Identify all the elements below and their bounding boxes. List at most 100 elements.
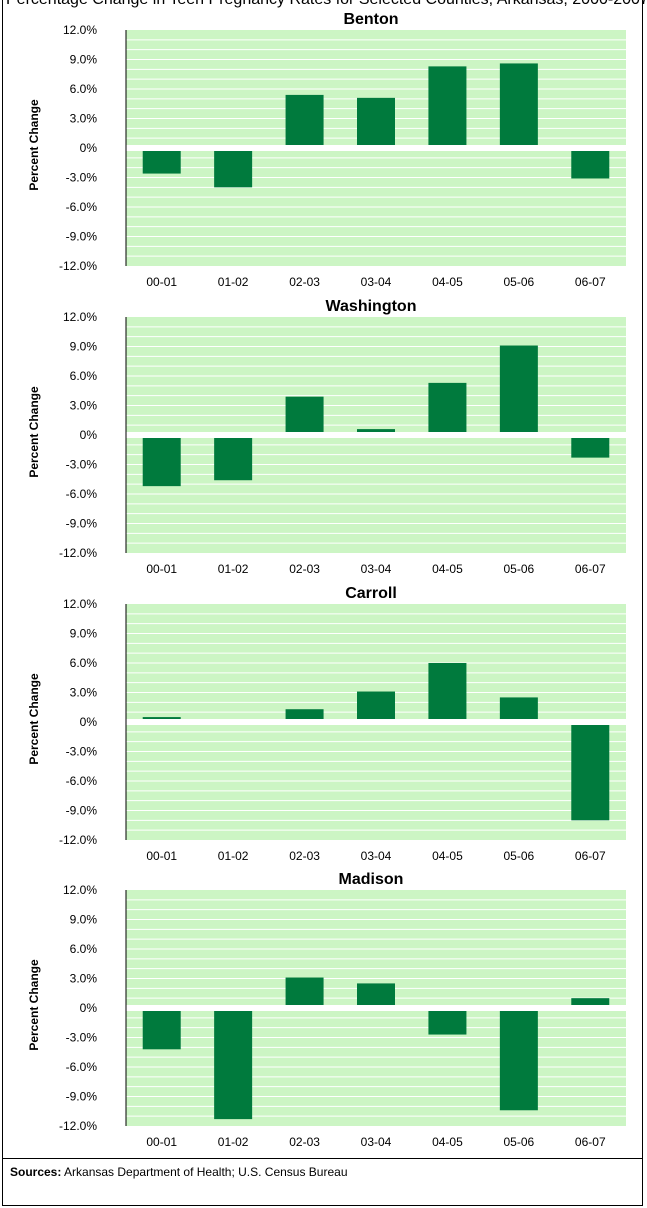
x-tick-label: 04-05 [432, 275, 463, 289]
y-tick-label: 6.0% [70, 369, 98, 383]
y-tick-label: 12.0% [63, 883, 97, 897]
chart-title: Madison [339, 871, 404, 888]
y-tick-label: -6.0% [66, 200, 98, 214]
y-tick-label: 0% [80, 1001, 98, 1015]
x-tick-label: 06-07 [575, 562, 606, 576]
y-tick-label: 6.0% [70, 656, 98, 670]
x-tick-label: 06-07 [575, 1135, 606, 1149]
bar-05-06 [499, 1011, 538, 1111]
sources-footer: Sources: Arkansas Department of Health; … [10, 1165, 348, 1179]
bar-02-03 [285, 977, 324, 1005]
bar-04-05 [428, 382, 467, 432]
bar-05-06 [499, 345, 538, 432]
x-tick-label: 02-03 [289, 275, 320, 289]
x-tick-label: 02-03 [289, 849, 320, 863]
bar-06-07 [571, 998, 610, 1005]
y-tick-label: 6.0% [70, 942, 98, 956]
sources-label: Sources: [10, 1165, 62, 1179]
y-tick-label: -6.0% [66, 487, 98, 501]
y-tick-label: -12.0% [59, 833, 97, 847]
bar-00-01 [142, 151, 181, 174]
x-tick-label: 02-03 [289, 1135, 320, 1149]
bar-04-05 [428, 1011, 467, 1035]
x-tick-label: 00-01 [146, 849, 177, 863]
zero-line [126, 719, 626, 725]
x-tick-label: 06-07 [575, 275, 606, 289]
chart-title: Benton [343, 11, 398, 28]
y-axis-label: Percent Change [27, 959, 41, 1051]
zero-line [126, 432, 626, 438]
sources-text: Arkansas Department of Health; U.S. Cens… [64, 1165, 348, 1179]
x-tick-label: 01-02 [218, 1135, 249, 1149]
y-tick-label: -6.0% [66, 774, 98, 788]
x-tick-label: 04-05 [432, 849, 463, 863]
bar-02-03 [285, 396, 324, 432]
bar-01-02 [214, 1011, 253, 1120]
y-tick-label: 12.0% [63, 310, 97, 324]
x-tick-label: 05-06 [504, 849, 535, 863]
chart-panel-madison: 00-01 01-02 02-03 03-04 04-05 05-06 06-07 12.0%… [27, 871, 626, 1149]
header-title: Percentage Change in Teen Pregnancy Rate… [6, 0, 647, 9]
y-tick-label: -9.0% [66, 230, 98, 244]
x-tick-label: 04-05 [432, 562, 463, 576]
y-axis-label: Percent Change [27, 99, 41, 191]
bar-03-04 [357, 983, 395, 1005]
y-tick-label: -3.0% [66, 1031, 98, 1045]
bar-06-07 [571, 438, 610, 458]
x-tick-label: 00-01 [146, 562, 177, 576]
bar-02-03 [285, 709, 324, 719]
x-tick-label: 05-06 [504, 275, 535, 289]
x-tick-label: 01-02 [218, 275, 249, 289]
bar-01-02 [214, 151, 253, 188]
y-tick-label: 0% [80, 715, 98, 729]
header-title-clip: Percentage Change in Teen Pregnancy Rate… [0, 0, 647, 9]
bar-00-01 [142, 438, 181, 487]
y-tick-label: -3.0% [66, 458, 98, 472]
y-tick-label: 9.0% [70, 340, 98, 354]
bar-06-07 [571, 151, 610, 179]
y-tick-label: 3.0% [70, 112, 98, 126]
y-tick-label: -9.0% [66, 804, 98, 818]
y-tick-label: 6.0% [70, 82, 98, 96]
bar-01-02 [214, 438, 253, 481]
y-tick-label: -3.0% [66, 745, 98, 759]
bar-06-07 [571, 725, 610, 821]
y-tick-label: 3.0% [70, 972, 98, 986]
chart-panel-washington: 00-01 01-02 02-03 03-04 04-05 05-06 06-07 12.0%… [27, 298, 626, 576]
bar-03-04 [357, 691, 395, 719]
y-tick-label: 3.0% [70, 399, 98, 413]
y-axis-label: Percent Change [27, 673, 41, 765]
y-tick-label: -9.0% [66, 517, 98, 531]
x-tick-label: 00-01 [146, 1135, 177, 1149]
bar-04-05 [428, 663, 467, 719]
bar-04-05 [428, 66, 467, 145]
bar-02-03 [285, 94, 324, 145]
y-tick-label: 12.0% [63, 597, 97, 611]
x-tick-label: 05-06 [504, 562, 535, 576]
x-tick-label: 01-02 [218, 562, 249, 576]
x-tick-label: 00-01 [146, 275, 177, 289]
y-tick-label: -12.0% [59, 259, 97, 273]
x-tick-label: 03-04 [361, 849, 392, 863]
bar-03-04 [357, 429, 395, 432]
footer-divider [2, 1158, 643, 1159]
x-tick-label: 03-04 [361, 562, 392, 576]
x-tick-label: 05-06 [504, 1135, 535, 1149]
y-tick-label: 0% [80, 141, 98, 155]
y-tick-label: 0% [80, 428, 98, 442]
x-tick-label: 01-02 [218, 849, 249, 863]
y-axis-label: Percent Change [27, 386, 41, 478]
bar-00-01 [142, 717, 181, 719]
y-tick-label: -3.0% [66, 171, 98, 185]
chart-title: Carroll [345, 585, 397, 602]
bar-00-01 [142, 1011, 181, 1050]
x-tick-label: 06-07 [575, 849, 606, 863]
bar-05-06 [499, 63, 538, 145]
chart-title: Washington [326, 298, 417, 315]
zero-line [126, 145, 626, 151]
x-tick-label: 04-05 [432, 1135, 463, 1149]
chart-panel-benton: 00-01 01-02 02-03 03-04 04-05 05-06 06-07 12.0%… [27, 11, 626, 289]
bar-03-04 [357, 97, 395, 145]
chart-panel-carroll: 00-01 01-02 02-03 03-04 04-05 05-06 06-07 12.0%… [27, 585, 626, 863]
y-tick-label: -12.0% [59, 546, 97, 560]
